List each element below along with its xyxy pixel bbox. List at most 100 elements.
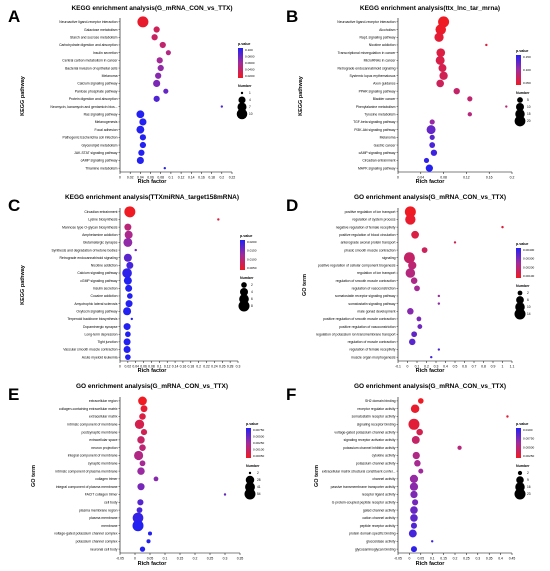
- data-point-b: [439, 71, 448, 80]
- data-point-f: [416, 428, 423, 436]
- y-tick-label-d: regulation of muscle contraction: [348, 340, 396, 344]
- legend-size-title-e: Number: [246, 464, 260, 468]
- y-tick-label-e: neuron projection: [91, 446, 117, 450]
- y-tick-label-b: Rap1 signaling pathway: [359, 35, 395, 39]
- panel-label-f: F: [286, 385, 296, 404]
- panel-d: D GO enrichment analysis(G_mRNA_CON_vs_T…: [286, 194, 506, 374]
- x-tick-label-a: 0.2: [219, 176, 224, 180]
- y-tick-label-e: FACIT collagen trimer: [85, 493, 119, 497]
- data-point-e: [132, 520, 144, 532]
- chart-title-e: GO enrichment analysis(G_mRNA_CON_vs_TTX…: [76, 383, 228, 390]
- y-tick-label-f: protein domain specific binding: [349, 532, 396, 536]
- data-point-b: [429, 134, 435, 140]
- x-tick-label-a: 0.06: [147, 176, 154, 180]
- y-tick-label-c: Lysine biosynthesis: [88, 218, 118, 222]
- x-tick-label-d: 0.2: [424, 365, 429, 369]
- data-point-b: [505, 105, 508, 108]
- data-point-e: [153, 476, 159, 482]
- data-point-f: [410, 490, 418, 499]
- data-point-e: [137, 436, 145, 444]
- legend-size-dot-e: [248, 471, 252, 475]
- panel-label-b: B: [286, 7, 298, 26]
- y-tick-label-d: positive regulation of ion transport: [345, 210, 396, 214]
- data-point-a: [136, 156, 144, 165]
- chart-title-d: GO enrichment analysis(G_mRNA_CON_vs_TTX…: [354, 194, 506, 201]
- y-tick-label-e: intrinsic component of plasma membrane: [55, 469, 117, 473]
- legend-size-tick-d: 14: [527, 312, 531, 316]
- data-point-a: [137, 16, 149, 28]
- data-point-c: [124, 206, 136, 218]
- data-point-f: [412, 451, 420, 460]
- x-tick-label-c: 0.22: [203, 365, 210, 369]
- data-point-b: [453, 87, 460, 95]
- y-tick-label-b: Phenylalanine metabolism: [356, 105, 396, 109]
- legend-size-dot-f: [514, 488, 526, 500]
- y-tick-label-e: collagen trimer: [95, 477, 118, 481]
- data-point-f: [410, 506, 418, 514]
- x-tick-label-e: 0.05: [147, 557, 154, 561]
- y-tick-label-d: negative regulation of female receptivit…: [336, 225, 396, 229]
- x-tick-label-e: 0.25: [207, 557, 214, 561]
- data-point-e: [146, 539, 151, 544]
- data-point-e: [140, 405, 148, 413]
- data-point-b: [436, 79, 444, 88]
- legend-size-tick-d: 2: [527, 291, 529, 295]
- y-tick-label-b: Retrograde endocannabinoid signaling: [337, 66, 395, 70]
- data-point-f: [414, 460, 421, 467]
- y-tick-label-a: Central carbon metabolism in cancer: [62, 59, 118, 63]
- data-point-e: [139, 460, 146, 467]
- y-tick-label-e: collagen-containing extracellular matrix: [59, 407, 118, 411]
- y-tick-label-b: MicroRNAs in cancer: [364, 59, 397, 63]
- legend-color-tick-c: 0.0100: [247, 257, 257, 261]
- legend-size-tick-e: 54: [257, 492, 261, 496]
- y-tick-label-e: membrane: [101, 524, 117, 528]
- data-point-d: [421, 247, 428, 253]
- panel-f: F GO enrichment analysis(G_mRNA_CON_vs_T…: [286, 383, 506, 567]
- data-point-a: [156, 57, 163, 64]
- data-point-c: [123, 307, 132, 316]
- data-point-f: [409, 482, 419, 491]
- data-point-e: [137, 483, 145, 491]
- data-point-b: [435, 55, 445, 65]
- panel-c: C KEGG enrichment analysis(TTXmiRNA_targ…: [8, 194, 239, 374]
- data-point-d: [437, 348, 441, 351]
- y-tick-label-a: Pantose phosphate pathway: [75, 89, 118, 93]
- data-point-a: [153, 95, 160, 102]
- data-point-a: [139, 118, 147, 126]
- legend-size-tick-f: 23: [527, 492, 531, 496]
- x-tick-label-f: 0.1: [430, 557, 435, 561]
- x-axis-label-c: Rich factor: [138, 368, 168, 374]
- y-tick-label-f: extracellular matrix structural constitu…: [322, 469, 396, 473]
- data-point-f: [431, 540, 434, 543]
- data-point-c: [123, 323, 131, 331]
- y-tick-label-b: Tyrosine metabolism: [364, 112, 395, 116]
- legend-color-title-d: p.value: [516, 242, 528, 246]
- y-tick-label-b: Bladder cancer: [373, 97, 397, 101]
- y-tick-label-e: intrinsic component of membrane: [67, 423, 117, 427]
- x-tick-label-b: 0.04: [417, 176, 424, 180]
- y-tick-label-e: voltage-gated potassium channel complex: [54, 532, 118, 536]
- y-tick-label-b: PI3K-Akt signaling pathway: [354, 128, 396, 132]
- legend-color-title-f: p.value: [516, 422, 528, 426]
- data-point-b: [467, 96, 473, 102]
- data-point-a: [138, 149, 145, 156]
- legend-size-dot-d: [514, 308, 526, 320]
- y-axis-label-c: KEGG pathway: [20, 264, 26, 305]
- data-point-c: [123, 276, 132, 285]
- y-tick-label-a: Pathogenic Escherichia coli infection: [62, 136, 117, 140]
- legend-size-tick-c: 6: [251, 297, 253, 301]
- data-point-a: [139, 141, 147, 149]
- x-tick-label-d: 0: [407, 365, 409, 369]
- x-tick-label-c: 0.02: [125, 365, 132, 369]
- data-point-c: [217, 218, 220, 221]
- x-tick-label-a: 0.1: [169, 176, 174, 180]
- y-tick-label-f: SH2 domain binding: [365, 399, 396, 403]
- data-point-b: [423, 157, 430, 164]
- legend-size-dot-f: [516, 476, 524, 484]
- legend-color-bar-c: [240, 240, 245, 270]
- data-point-d: [501, 225, 504, 229]
- x-tick-label-d: 0.3: [434, 365, 439, 369]
- scatter-plot-d: -0.1 0 0.1 0.2 0.3 0.4 0.5 0.6 0.7 0.8 0.9 1 1.1 posi…: [316, 206, 534, 369]
- legend-size-tick-c: 8: [251, 304, 253, 308]
- y-tick-label-e: potassium channel complex: [76, 540, 118, 544]
